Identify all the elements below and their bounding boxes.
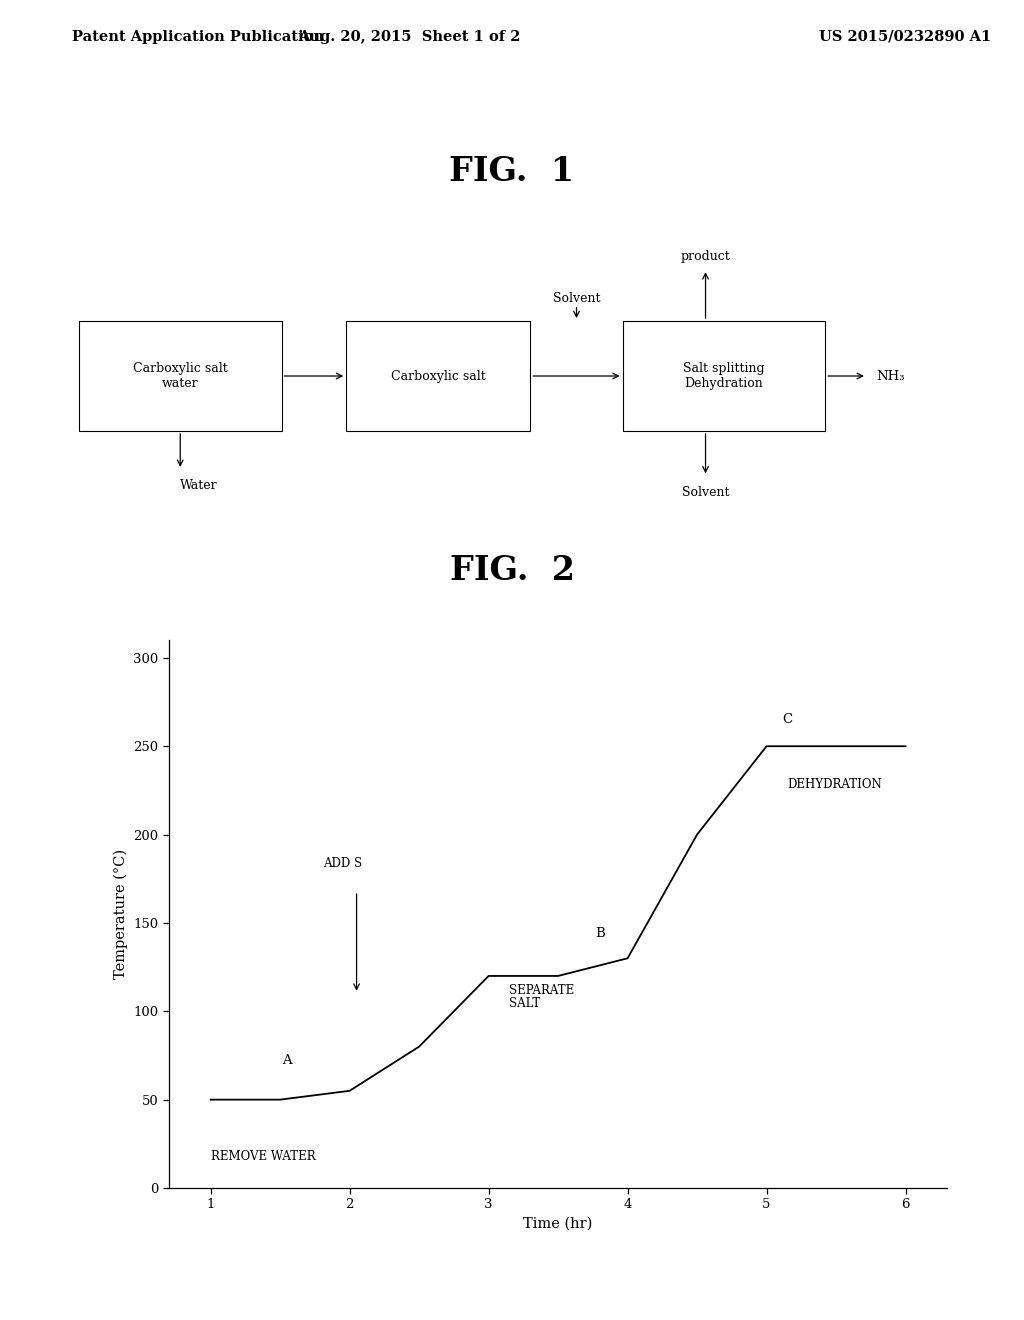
Bar (623, 321, 825, 430)
Text: Water: Water (180, 479, 217, 492)
Text: A: A (283, 1055, 292, 1068)
Text: FIG.  2: FIG. 2 (450, 554, 574, 587)
Text: SEPARATE: SEPARATE (510, 985, 574, 997)
Text: Salt splitting
Dehydration: Salt splitting Dehydration (683, 362, 765, 389)
Text: NH₃: NH₃ (877, 370, 904, 383)
Bar (79, 321, 282, 430)
Text: product: product (681, 249, 730, 263)
Text: C: C (782, 713, 793, 726)
Text: Carboxylic salt: Carboxylic salt (391, 370, 485, 383)
Text: Solvent: Solvent (682, 486, 729, 499)
Text: Aug. 20, 2015  Sheet 1 of 2: Aug. 20, 2015 Sheet 1 of 2 (298, 30, 521, 44)
Text: FIG.  1: FIG. 1 (450, 154, 574, 187)
Bar (346, 321, 530, 430)
X-axis label: Time (hr): Time (hr) (523, 1217, 593, 1232)
Text: ADD S: ADD S (324, 857, 362, 870)
Text: REMOVE WATER: REMOVE WATER (211, 1150, 315, 1163)
Text: US 2015/0232890 A1: US 2015/0232890 A1 (819, 30, 991, 44)
Text: Carboxylic salt
water: Carboxylic salt water (133, 362, 227, 389)
Text: SALT: SALT (510, 997, 541, 1010)
Text: DEHYDRATION: DEHYDRATION (787, 777, 882, 791)
Text: Solvent: Solvent (553, 292, 600, 305)
Y-axis label: Temperature (°C): Temperature (°C) (114, 849, 128, 979)
Text: B: B (595, 927, 604, 940)
Text: Patent Application Publication: Patent Application Publication (72, 30, 324, 44)
